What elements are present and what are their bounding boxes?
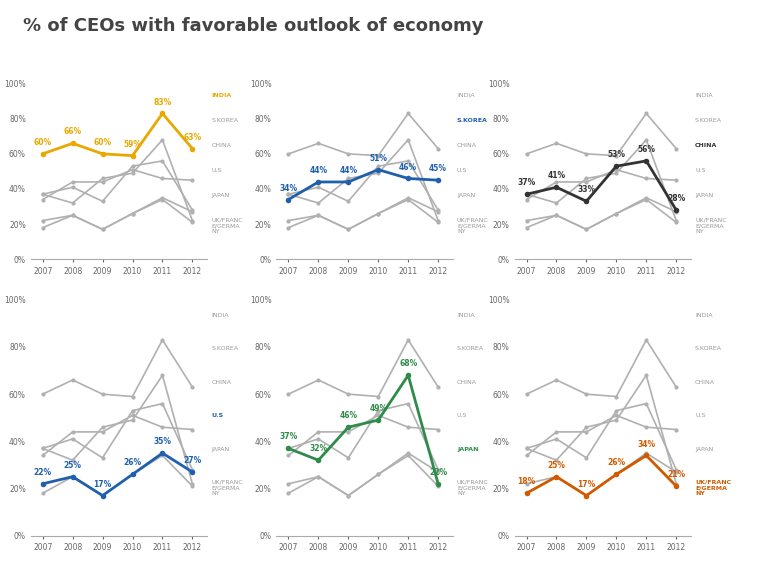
Text: INDIA: INDIA — [211, 313, 229, 318]
Text: INDIA: INDIA — [695, 313, 713, 318]
Text: JAPAN: JAPAN — [695, 193, 713, 198]
Text: CHINA: CHINA — [695, 380, 715, 385]
Text: 25%: 25% — [548, 461, 565, 470]
Text: INDIA: INDIA — [457, 93, 475, 98]
Text: 32%: 32% — [310, 444, 327, 453]
Text: 51%: 51% — [369, 154, 387, 163]
Text: 63%: 63% — [184, 132, 201, 142]
Text: S.KOREA: S.KOREA — [211, 118, 238, 123]
Text: UK/FRANC
E/GERMA
NY: UK/FRANC E/GERMA NY — [695, 218, 727, 233]
Text: 34%: 34% — [280, 184, 297, 192]
Text: INDIA: INDIA — [457, 313, 475, 318]
Text: U.S: U.S — [695, 413, 706, 418]
Text: UK/FRANC
E/GERMA
NY: UK/FRANC E/GERMA NY — [211, 480, 243, 496]
Text: 27%: 27% — [184, 456, 201, 465]
Text: 83%: 83% — [154, 97, 171, 107]
Text: UK/FRANC
E/GERMA
NY: UK/FRANC E/GERMA NY — [457, 480, 488, 496]
Text: JAPAN: JAPAN — [457, 446, 478, 452]
Text: 33%: 33% — [578, 185, 595, 194]
Text: 44%: 44% — [310, 166, 327, 175]
Text: 46%: 46% — [399, 162, 417, 172]
Text: 35%: 35% — [154, 437, 171, 446]
Text: JAPAN: JAPAN — [457, 193, 475, 198]
Text: % of CEOs with favorable outlook of economy: % of CEOs with favorable outlook of econ… — [23, 17, 484, 35]
Text: 17%: 17% — [578, 480, 595, 488]
Text: S.KOREA: S.KOREA — [695, 118, 722, 123]
Text: 44%: 44% — [339, 166, 357, 175]
Text: 22%: 22% — [34, 468, 51, 477]
Text: JAPAN: JAPAN — [211, 446, 230, 452]
Text: JAPAN: JAPAN — [211, 193, 230, 198]
Text: S.KOREA: S.KOREA — [457, 346, 484, 351]
Text: 26%: 26% — [607, 458, 625, 467]
Text: S.KOREA: S.KOREA — [211, 346, 238, 351]
Text: UK/FRANC
E/GERMA
NY: UK/FRANC E/GERMA NY — [695, 480, 731, 496]
Text: S.KOREA: S.KOREA — [457, 118, 488, 123]
Text: 60%: 60% — [34, 138, 51, 147]
Text: INDIA: INDIA — [695, 93, 713, 98]
Text: INDIA: INDIA — [211, 93, 231, 98]
Text: CHINA: CHINA — [211, 143, 231, 148]
Text: UK/FRANC
E/GERMA
NY: UK/FRANC E/GERMA NY — [211, 218, 243, 233]
Text: 53%: 53% — [607, 150, 625, 159]
Text: CHINA: CHINA — [457, 380, 477, 385]
Text: 46%: 46% — [339, 411, 357, 420]
Text: U.S: U.S — [457, 413, 468, 418]
Text: 25%: 25% — [64, 461, 81, 470]
Text: U.S: U.S — [211, 168, 222, 173]
Text: 37%: 37% — [518, 179, 535, 187]
Text: 18%: 18% — [518, 478, 535, 486]
Text: 66%: 66% — [64, 127, 81, 137]
Text: 49%: 49% — [369, 404, 387, 413]
Text: JAPAN: JAPAN — [695, 446, 713, 452]
Text: 26%: 26% — [124, 458, 141, 467]
Text: CHINA: CHINA — [695, 143, 717, 148]
Text: UK/FRANC
E/GERMA
NY: UK/FRANC E/GERMA NY — [457, 218, 488, 233]
Text: 37%: 37% — [280, 433, 297, 441]
Text: 21%: 21% — [667, 470, 685, 479]
Text: S.KOREA: S.KOREA — [695, 346, 722, 351]
Text: U.S: U.S — [695, 168, 706, 173]
Text: U.S: U.S — [457, 168, 468, 173]
Text: U.S: U.S — [211, 413, 223, 418]
Text: 17%: 17% — [94, 480, 111, 488]
Text: CHINA: CHINA — [457, 143, 477, 148]
Text: 45%: 45% — [429, 164, 447, 173]
Text: 59%: 59% — [124, 140, 141, 149]
Text: CHINA: CHINA — [211, 380, 231, 385]
Text: 56%: 56% — [637, 145, 655, 154]
Text: 60%: 60% — [94, 138, 111, 147]
Text: 41%: 41% — [548, 171, 565, 180]
Text: 28%: 28% — [667, 194, 685, 203]
Text: 68%: 68% — [399, 359, 417, 368]
Text: 34%: 34% — [637, 439, 655, 449]
Text: 22%: 22% — [429, 468, 447, 477]
